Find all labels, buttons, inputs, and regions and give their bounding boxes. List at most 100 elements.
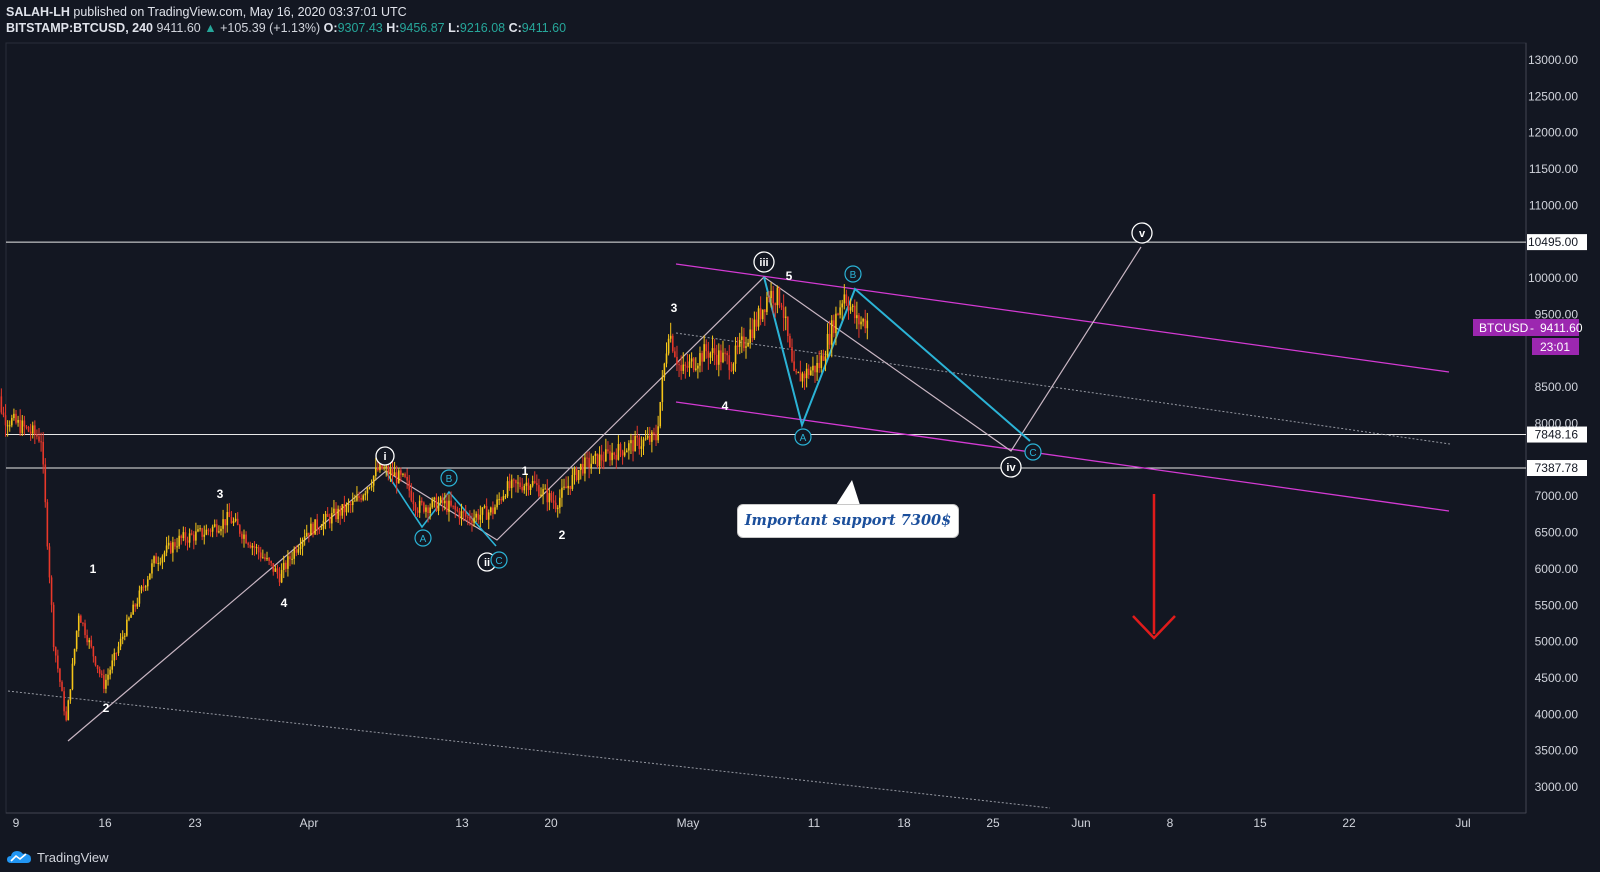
candle-body <box>657 426 659 441</box>
candle-body <box>178 535 180 547</box>
level-tag-bg <box>1527 426 1587 443</box>
candle-body <box>506 481 509 497</box>
candle-body <box>818 362 820 369</box>
candle-body <box>96 665 99 670</box>
candle-body <box>220 528 222 532</box>
candle-body <box>508 481 511 489</box>
channel-lower-line <box>675 401 1450 512</box>
candle-body <box>774 303 777 306</box>
candle-body <box>791 347 793 362</box>
candle-body <box>94 656 97 666</box>
candle-body <box>391 469 394 477</box>
candle-body <box>734 345 737 364</box>
candle-body <box>370 485 373 488</box>
circled-label-v: v <box>1131 222 1153 244</box>
candle-body <box>559 497 561 508</box>
candle-body <box>408 480 411 491</box>
candle-body <box>475 513 477 518</box>
candle-body <box>523 485 526 491</box>
candle-body <box>247 543 249 545</box>
time-axis[interactable]: 9 16 23 Apr 13 20 May 11 18 25 Jun 8 15 22 Jul <box>13 816 1471 830</box>
candle-body <box>172 542 174 553</box>
candle-body <box>835 313 837 334</box>
candle-body <box>694 368 697 370</box>
abc-label-b2: B <box>844 265 862 283</box>
y-tick-label: 4500.00 <box>1535 671 1579 685</box>
candle-body <box>830 320 833 345</box>
candle-body <box>280 569 283 583</box>
candle-body <box>61 681 63 692</box>
candle-body <box>6 425 9 427</box>
candle-body <box>450 500 452 506</box>
candle-body <box>182 532 185 539</box>
candle-body <box>732 363 735 371</box>
level-tag-bg <box>1527 234 1587 251</box>
candle-body <box>119 638 122 647</box>
legend-line: BITSTAMP:BTCUSD, 240 9411.60 ▲ +105.39 (… <box>6 20 566 36</box>
candle-body <box>134 604 137 607</box>
candle-body <box>678 364 680 366</box>
candle-body <box>713 348 716 355</box>
candle-body <box>613 452 616 455</box>
candle-body <box>621 450 624 456</box>
level-tag-label: 10495.00 <box>1528 235 1578 249</box>
candle-body <box>443 500 446 504</box>
candle-body <box>584 457 586 474</box>
candle-body <box>366 487 369 494</box>
candle-body <box>688 361 691 368</box>
candle-body <box>577 469 580 481</box>
candle-body <box>4 415 7 426</box>
candle-body <box>46 502 49 547</box>
candle-body <box>320 528 323 530</box>
candle-body <box>849 307 852 311</box>
candle-body <box>487 512 490 520</box>
elliott-wave-path <box>67 246 1142 742</box>
abc-correction-2 <box>763 276 1031 442</box>
symbol-label[interactable]: BITSTAMP:BTCUSD, 240 <box>6 21 154 35</box>
candle-body <box>747 342 749 347</box>
candle-body <box>121 636 124 639</box>
candle-body <box>546 488 549 503</box>
x-tick-label: 15 <box>1253 816 1267 830</box>
red-down-arrow-icon <box>1132 494 1176 640</box>
candle-body <box>628 443 630 451</box>
candle-body <box>632 440 634 452</box>
svg-text:C: C <box>495 556 502 567</box>
candle-body <box>42 441 44 465</box>
lower-dotted-trendline <box>7 690 1051 809</box>
open-label: O: <box>323 21 338 35</box>
change-arrow-icon: ▲ <box>204 21 217 35</box>
x-tick-label: 13 <box>455 816 469 830</box>
candle-body <box>590 463 593 468</box>
y-tick-label: 7000.00 <box>1535 489 1579 503</box>
price-axis[interactable]: 13000.00 12500.00 12000.00 11500.00 11000.00… <box>1528 53 1578 794</box>
candle-body <box>676 356 678 365</box>
candle-body <box>517 482 519 484</box>
candle-body <box>289 556 291 560</box>
candle-body <box>73 648 76 664</box>
candle-body <box>722 352 724 363</box>
candle-body <box>163 552 166 557</box>
candle-body <box>13 413 15 419</box>
candle-body <box>165 545 168 553</box>
x-tick-label: Jul <box>1455 816 1470 830</box>
candle-body <box>364 493 367 496</box>
candle-body <box>692 358 695 370</box>
candle-body <box>634 436 636 452</box>
wave-label-2b: 2 <box>559 528 566 542</box>
brand-name[interactable]: TradingView <box>37 849 109 865</box>
x-tick-label: 25 <box>986 816 1000 830</box>
circled-label-iii: iii <box>753 251 775 273</box>
candle-body <box>301 539 304 547</box>
tradingview-cloud-icon[interactable] <box>6 849 32 865</box>
candle-body <box>454 505 457 510</box>
candle-body <box>138 590 141 604</box>
circled-label-iv: iv <box>1000 456 1022 478</box>
candle-body <box>674 351 676 357</box>
candle-body <box>393 472 396 477</box>
author-name[interactable]: SALAH-LH <box>6 5 70 19</box>
candle-body <box>15 413 17 423</box>
candle-body <box>828 333 831 345</box>
candle-body <box>345 504 348 513</box>
